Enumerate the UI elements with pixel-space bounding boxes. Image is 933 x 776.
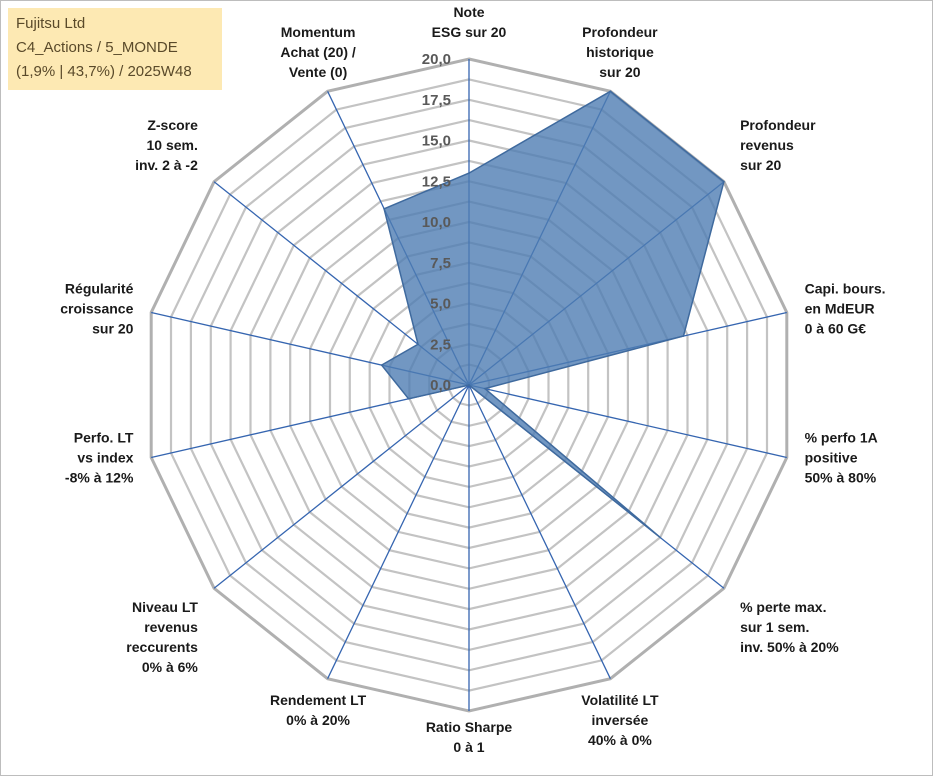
axis-label: 10 sem. xyxy=(147,137,198,153)
axis-label: sur 20 xyxy=(740,157,781,173)
axis-label: reccurents xyxy=(126,639,198,655)
axis-label: 0 à 1 xyxy=(453,739,484,755)
tick-label: 17,5 xyxy=(422,92,451,109)
series-point xyxy=(380,364,383,366)
tick-label: 2,5 xyxy=(430,336,451,353)
axis-label: vs index xyxy=(77,449,133,465)
axis-label: positive xyxy=(805,449,858,465)
axis-label: Vente (0) xyxy=(289,64,347,80)
axis-label: -8% à 12% xyxy=(65,469,134,485)
axis-label: Rendement LT xyxy=(270,692,367,708)
axis-label: sur 1 sem. xyxy=(740,619,809,635)
axis-label: Volatilité LT xyxy=(581,692,659,708)
axis-label: 50% à 80% xyxy=(805,469,877,485)
portfolio-stats: (1,9% | 43,7%) / 2025W48 xyxy=(16,63,192,80)
axis-label: Note xyxy=(453,4,484,20)
tick-label: 10,0 xyxy=(422,214,451,231)
radar-spoke xyxy=(213,384,470,589)
axis-label: 0% à 6% xyxy=(142,659,199,675)
series-point xyxy=(484,387,486,390)
axis-label: Niveau LT xyxy=(132,599,198,615)
axis-label: Régularité xyxy=(65,281,134,297)
axis-label: sur 20 xyxy=(92,321,133,337)
axis-label: % perte max. xyxy=(740,599,826,615)
axis-label: revenus xyxy=(740,137,794,153)
radar-spoke xyxy=(468,384,611,679)
axis-label: revenus xyxy=(144,619,198,635)
radar-series xyxy=(380,90,725,539)
series-point xyxy=(682,335,685,337)
axis-label: Profondeur xyxy=(582,24,658,40)
axis-label: Profondeur xyxy=(740,117,816,133)
series-area xyxy=(380,90,725,538)
axis-label: 0 à 60 G€ xyxy=(805,321,867,337)
company-name: Fujitsu Ltd xyxy=(16,15,86,32)
axis-label: sur 20 xyxy=(599,64,640,80)
info-box: Fujitsu Ltd C4_Actions / 5_MONDE (1,9% |… xyxy=(8,8,222,90)
axis-label: historique xyxy=(586,44,654,60)
tick-label: 0,0 xyxy=(430,377,451,394)
axis-label: Perfo. LT xyxy=(74,429,134,445)
tick-label: 7,5 xyxy=(430,255,451,272)
series-point xyxy=(468,384,470,386)
radar-axis-labels: Note ESG sur 20 Profondeur historique sur 20… xyxy=(60,4,885,755)
tick-label: 15,0 xyxy=(422,133,451,150)
axis-label: inv. 50% à 20% xyxy=(740,639,839,655)
axis-label: Capi. bours. xyxy=(805,281,886,297)
axis-label: 40% à 0% xyxy=(588,732,652,748)
series-point xyxy=(417,343,419,346)
series-point xyxy=(609,90,612,93)
tick-label: 5,0 xyxy=(430,296,451,313)
axis-label: ESG sur 20 xyxy=(432,24,507,40)
series-point xyxy=(468,172,470,174)
axis-label: Z-score xyxy=(147,117,198,133)
axis-label: Achat (20) / xyxy=(280,44,356,60)
tick-label: 12,5 xyxy=(422,173,451,190)
series-point xyxy=(723,180,725,183)
tick-label: 20,0 xyxy=(422,51,451,68)
radar-tick-labels: 0,0 2,5 5,0 7,5 10,0 12,5 15,0 17,5 20,0 xyxy=(422,51,451,394)
series-point xyxy=(383,208,385,210)
portfolio-name: C4_Actions / 5_MONDE xyxy=(16,39,178,56)
axis-label: inv. 2 à -2 xyxy=(135,157,198,173)
axis-label: % perfo 1A xyxy=(805,429,878,445)
axis-label: Momentum xyxy=(281,24,356,40)
axis-label: croissance xyxy=(60,301,133,317)
series-point xyxy=(407,398,410,400)
axis-label: inversée xyxy=(591,712,648,728)
axis-label: 0% à 20% xyxy=(286,712,350,728)
series-point xyxy=(659,536,661,539)
axis-label: Ratio Sharpe xyxy=(426,719,513,735)
radar-spoke xyxy=(327,384,470,679)
radar-spoke xyxy=(468,384,787,459)
axis-label: en MdEUR xyxy=(805,301,875,317)
